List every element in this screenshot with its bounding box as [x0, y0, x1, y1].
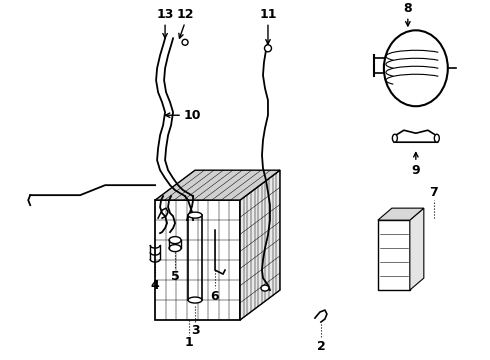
Ellipse shape [188, 212, 202, 218]
Text: 10: 10 [183, 109, 201, 122]
Bar [378, 220, 410, 290]
Ellipse shape [261, 285, 269, 291]
Ellipse shape [169, 237, 181, 244]
Text: 5: 5 [171, 270, 179, 283]
Ellipse shape [169, 244, 181, 252]
Text: 3: 3 [191, 324, 199, 337]
Text: 12: 12 [176, 8, 194, 21]
Text: 1: 1 [185, 336, 194, 348]
Ellipse shape [384, 30, 448, 106]
Ellipse shape [182, 39, 188, 45]
Ellipse shape [434, 134, 440, 142]
Ellipse shape [188, 297, 202, 303]
Bar [155, 200, 240, 320]
Polygon shape [378, 208, 424, 220]
Text: 4: 4 [151, 279, 159, 292]
Text: 9: 9 [412, 164, 420, 177]
Text: 6: 6 [211, 289, 220, 302]
Polygon shape [410, 208, 424, 290]
Text: 13: 13 [156, 8, 174, 21]
Text: 8: 8 [404, 2, 412, 15]
Text: 7: 7 [429, 186, 438, 199]
Polygon shape [240, 170, 280, 320]
Text: 2: 2 [317, 339, 325, 352]
Polygon shape [155, 170, 280, 200]
Text: 11: 11 [259, 8, 277, 21]
Ellipse shape [265, 45, 271, 52]
Ellipse shape [392, 134, 397, 142]
